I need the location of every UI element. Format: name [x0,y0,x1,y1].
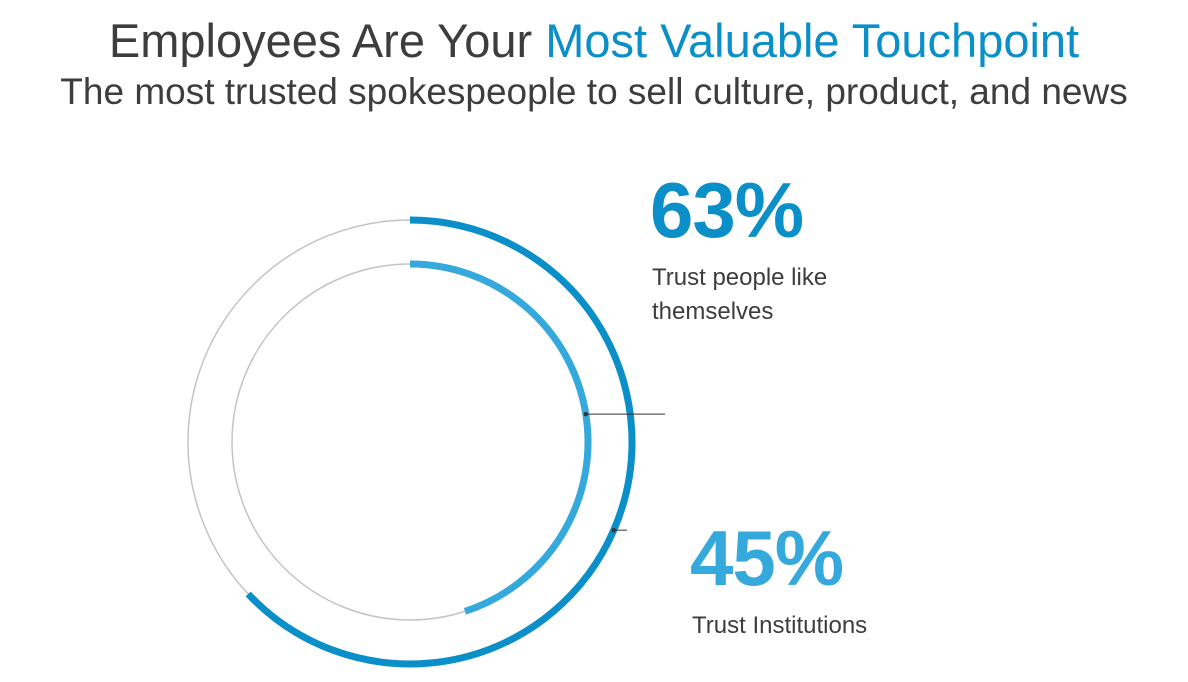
title-accent-text: Most Valuable Touchpoint [545,14,1080,67]
page-subtitle: The most trusted spokespeople to sell cu… [60,71,1128,112]
arc-people [245,216,636,668]
page-title: Employees Are Your Most Valuable Touchpo… [0,14,1188,68]
stat-value-people: 63% [650,166,804,254]
stat-label-institutions: Trust Institutions [692,612,868,639]
leader-dot-institutions [583,411,589,417]
leader-dot-people [611,527,616,533]
stat-label-people: Trust people like themselves [652,264,828,325]
arc-institutions [409,260,592,615]
stat-value-institutions: 45% [690,514,844,602]
title-main-text: Employees Are Your [108,14,546,67]
